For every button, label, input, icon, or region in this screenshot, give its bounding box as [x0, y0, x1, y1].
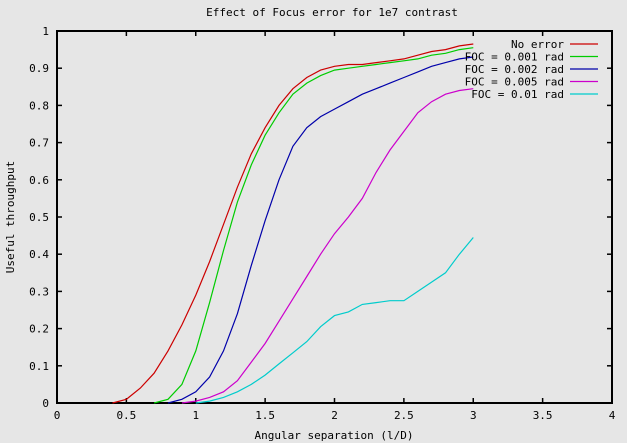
x-tick-label: 1 [192, 409, 199, 422]
x-tick-label: 3 [470, 409, 477, 422]
series-line [195, 237, 474, 404]
x-axis-label: Angular separation (l/D) [255, 429, 414, 442]
y-tick-label: 0.4 [29, 248, 49, 261]
legend-label: FOC = 0.005 rad [465, 76, 564, 89]
x-tick-label: 2 [331, 409, 338, 422]
y-tick-label: 1 [42, 25, 49, 38]
y-tick-label: 0.3 [29, 285, 49, 298]
series-line [153, 47, 474, 404]
x-tick-label: 2.5 [394, 409, 414, 422]
y-axis-label: Useful throughput [4, 161, 17, 274]
legend-label: FOC = 0.01 rad [471, 88, 564, 101]
y-tick-label: 0.5 [29, 211, 49, 224]
y-tick-label: 0.7 [29, 137, 49, 150]
x-tick-label: 0.5 [116, 409, 136, 422]
y-tick-label: 0 [42, 397, 49, 410]
legend-label: No error [511, 38, 564, 51]
y-tick-label: 0.1 [29, 360, 49, 373]
y-tick-label: 0.9 [29, 62, 49, 75]
x-tick-label: 3.5 [533, 409, 553, 422]
y-tick-label: 0.2 [29, 323, 49, 336]
series-line [181, 88, 474, 404]
axes: 0 0.5 1 1.5 2 2.5 3 3.5 4 0 0.1 0.2 0.3 0.4 0.5 0.6 0.7 0… [29, 25, 616, 422]
series-line [112, 43, 474, 404]
legend-label: FOC = 0.002 rad [465, 63, 564, 76]
series-line [167, 56, 474, 404]
x-tick-label: 0 [54, 409, 61, 422]
y-tick-label: 0.8 [29, 99, 49, 112]
data-series [112, 43, 474, 404]
chart-title: Effect of Focus error for 1e7 contrast [206, 6, 458, 19]
x-tick-label: 4 [609, 409, 616, 422]
x-tick-label: 1.5 [255, 409, 275, 422]
y-tick-label: 0.6 [29, 174, 49, 187]
legend-label: FOC = 0.001 rad [465, 51, 564, 64]
